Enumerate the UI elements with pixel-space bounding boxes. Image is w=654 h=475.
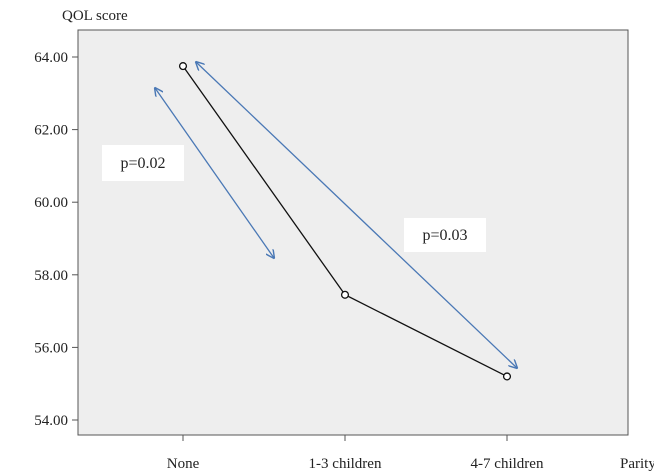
data-point xyxy=(340,290,350,299)
plot-area xyxy=(77,29,629,436)
x-tick-label: 4-7 children xyxy=(471,456,544,472)
y-axis-label: QOL score xyxy=(62,8,128,24)
p-value-label: p=0.03 xyxy=(422,227,467,244)
series-qol-line xyxy=(178,62,512,381)
y-tick-label: 62.00 xyxy=(34,123,68,139)
significance-arrows xyxy=(155,62,517,368)
p-value-labels: p=0.02 p=0.03 xyxy=(102,145,486,252)
y-tick-label: 58.00 xyxy=(34,268,68,284)
data-point xyxy=(502,372,512,381)
x-tick-label: None xyxy=(167,456,200,472)
y-tick-label: 56.00 xyxy=(34,340,68,356)
x-tick-label: 1-3 children xyxy=(309,456,382,472)
y-tick-label: 64.00 xyxy=(34,50,68,66)
p-value-box xyxy=(102,145,184,181)
p-value-box xyxy=(404,218,486,252)
data-point xyxy=(178,62,188,71)
x-axis-ticks: None 1-3 children 4-7 children xyxy=(167,435,544,472)
y-tick-label: 54.00 xyxy=(34,413,68,429)
y-tick-label: 60.00 xyxy=(34,195,68,211)
p-value-label: p=0.02 xyxy=(120,155,165,172)
y-axis-ticks: 54.00 56.00 58.00 60.00 62.00 64.00 xyxy=(34,50,78,429)
p-value-arrow xyxy=(196,62,517,368)
x-axis-label: Parity xyxy=(620,456,654,472)
